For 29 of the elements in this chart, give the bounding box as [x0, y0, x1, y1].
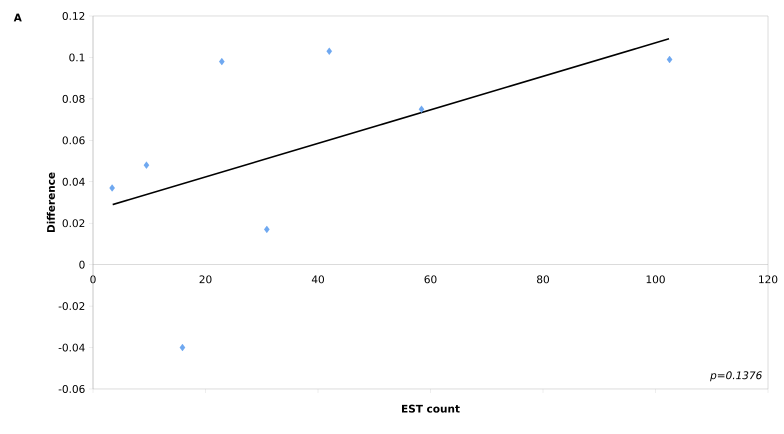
y-tick-label: 0.12 [62, 12, 84, 20]
y-tick-label: 0 [79, 260, 85, 269]
x-tick-label: 40 [312, 275, 324, 284]
y-tick-label: -0.04 [58, 344, 85, 352]
point [326, 48, 332, 55]
point [264, 226, 270, 234]
y-tick-label: -0.06 [58, 385, 85, 393]
point [418, 106, 424, 113]
y-tick-label: 0.04 [62, 178, 85, 186]
y-axis-title: Difference [46, 172, 55, 232]
point [144, 161, 150, 169]
x-tick-label: 120 [759, 275, 778, 284]
x-tick-label: 80 [537, 275, 549, 284]
x-tick-label: 100 [646, 275, 665, 284]
point [219, 58, 225, 66]
y-tick-label: 0.08 [62, 94, 85, 103]
x-tick-label: 0 [90, 275, 96, 284]
x-tick-label: 60 [424, 275, 436, 284]
y-tick-label: -0.02 [58, 302, 84, 310]
x-tick-label: 20 [200, 275, 212, 284]
point [666, 56, 672, 64]
point [180, 344, 186, 352]
point [109, 184, 115, 192]
y-tick-label: 0.06 [62, 136, 85, 144]
y-tick-label: 0.1 [69, 53, 84, 62]
y-tick-label: 0.02 [62, 219, 84, 228]
text: A [14, 14, 22, 22]
annotation: p=0.1376 [710, 371, 762, 382]
x-axis-title: EST count [402, 404, 460, 413]
